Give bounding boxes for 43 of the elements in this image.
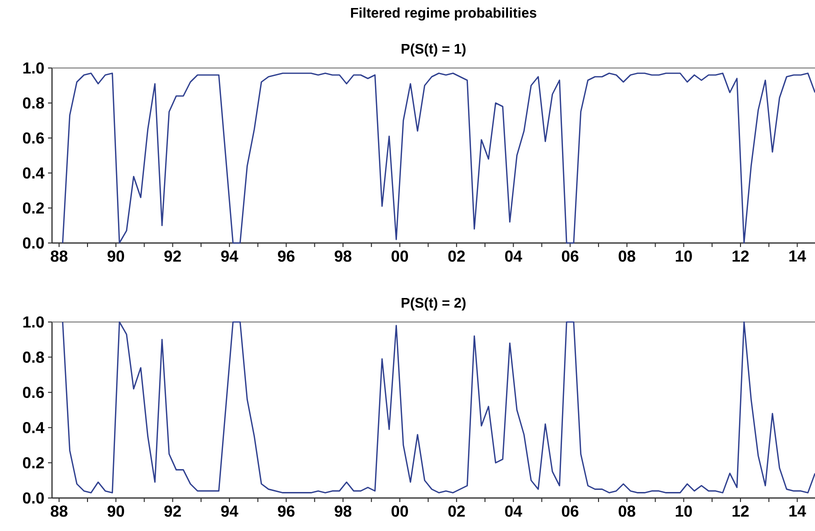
x-tick-label: 08 — [618, 250, 636, 262]
x-tick-label: 10 — [676, 506, 692, 517]
x-tick-label: 02 — [448, 250, 465, 262]
x-tick-label: 12 — [732, 250, 749, 262]
x-tick-label: 00 — [392, 506, 408, 517]
y-tick-label: 0.4 — [22, 422, 44, 434]
x-tick-label: 96 — [278, 506, 295, 517]
y-tick-label: 0.2 — [22, 457, 44, 468]
y-tick-label: 0.2 — [22, 202, 44, 214]
chart-subtitle: P(S(t) = 1) — [402, 43, 466, 56]
x-tick-label: 90 — [108, 506, 124, 517]
x-tick-label: 88 — [50, 506, 68, 517]
y-tick-label: 0.6 — [22, 386, 44, 398]
x-tick-label: 10 — [676, 250, 692, 262]
chart-title: Filtered regime probabilities — [351, 7, 536, 21]
x-tick-label: 14 — [789, 506, 806, 516]
x-tick-label: 08 — [618, 506, 636, 517]
chart-title: P(S(t) = 2) — [402, 297, 466, 310]
x-tick-label: 98 — [334, 506, 352, 517]
x-tick-label: 88 — [50, 250, 68, 262]
x-tick-label: 94 — [221, 506, 238, 517]
x-tick-label: 12 — [732, 506, 749, 517]
x-tick-label: 02 — [448, 506, 465, 517]
x-tick-label: 04 — [505, 250, 522, 262]
x-tick-label: 94 — [221, 250, 238, 262]
x-tick-label: 92 — [164, 506, 181, 517]
y-tick-label: 1.0 — [23, 62, 44, 74]
y-tick-label: 0.4 — [22, 167, 44, 179]
x-tick-label: 96 — [278, 250, 295, 262]
y-tick-label: 0.6 — [22, 132, 44, 144]
y-tick-label: 0.0 — [22, 492, 44, 504]
y-tick-label: 0.0 — [22, 237, 44, 249]
y-tick-label: 1.0 — [23, 316, 44, 328]
x-tick-label: 14 — [789, 250, 806, 262]
x-tick-label: 06 — [562, 506, 578, 517]
x-tick-label: 90 — [108, 250, 124, 262]
x-tick-label: 98 — [334, 250, 352, 262]
x-tick-label: 00 — [392, 250, 408, 262]
x-tick-label: 06 — [562, 250, 578, 262]
y-tick-label: 0.8 — [22, 352, 44, 363]
x-tick-label: 92 — [164, 250, 181, 262]
y-tick-label: 0.8 — [22, 97, 44, 109]
x-tick-label: 04 — [505, 506, 522, 517]
